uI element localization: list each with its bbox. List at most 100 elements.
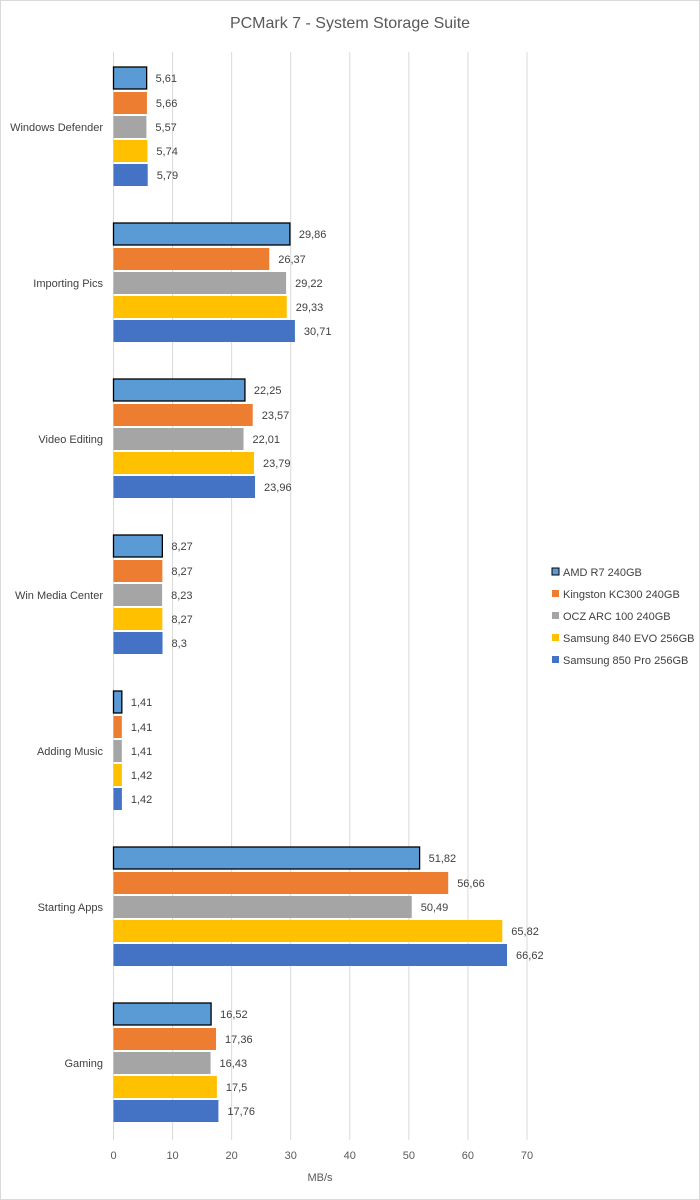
bar — [113, 116, 147, 138]
data-label: 22,01 — [253, 434, 281, 446]
bar — [113, 872, 449, 894]
bar — [113, 584, 163, 606]
bar — [113, 608, 163, 630]
data-label: 26,37 — [278, 254, 306, 266]
bar — [113, 248, 270, 270]
data-label: 16,43 — [220, 1058, 248, 1070]
x-tick-label: 40 — [344, 1150, 356, 1162]
bar — [113, 428, 244, 450]
data-label: 1,41 — [131, 722, 152, 734]
bar — [113, 764, 122, 786]
bar — [113, 632, 163, 654]
category-label: Importing Pics — [33, 278, 103, 290]
bar — [112, 1002, 212, 1026]
category-label: Adding Music — [37, 746, 104, 758]
bar — [113, 1076, 217, 1098]
category-label: Starting Apps — [38, 902, 104, 914]
data-label: 29,86 — [299, 229, 327, 241]
bar — [113, 560, 163, 582]
bar — [113, 404, 253, 426]
data-label: 5,57 — [155, 122, 176, 134]
data-label: 8,27 — [171, 566, 192, 578]
bar — [113, 944, 508, 966]
bar — [112, 378, 246, 402]
data-label: 1,41 — [131, 697, 152, 709]
bar — [113, 452, 255, 474]
x-tick-label: 10 — [166, 1150, 178, 1162]
data-label: 1,42 — [131, 794, 152, 806]
data-label: 5,74 — [156, 146, 177, 158]
legend: AMD R7 240GB Kingston KC300 240GB OCZ ARC … — [551, 567, 694, 667]
bar — [113, 920, 503, 942]
bar — [113, 896, 412, 918]
bar — [112, 222, 291, 246]
category-label: Windows Defender — [10, 122, 103, 134]
bar — [113, 716, 122, 738]
bar — [113, 1100, 219, 1122]
x-tick-label: 0 — [110, 1150, 116, 1162]
data-label: 29,33 — [296, 302, 324, 314]
data-label: 1,42 — [131, 770, 152, 782]
bar — [112, 690, 123, 714]
x-axis-label: MB/s — [307, 1172, 333, 1184]
legend-swatch — [551, 567, 560, 576]
data-label: 22,25 — [254, 385, 282, 397]
bar — [112, 534, 164, 558]
bar — [113, 140, 148, 162]
x-tick-label: 30 — [285, 1150, 297, 1162]
data-label: 30,71 — [304, 326, 332, 338]
x-tick-label: 50 — [403, 1150, 415, 1162]
bar — [113, 1028, 217, 1050]
data-label: 29,22 — [295, 278, 323, 290]
data-label: 8,27 — [171, 614, 192, 626]
bar — [113, 476, 256, 498]
bar — [113, 272, 287, 294]
data-label: 66,62 — [516, 950, 544, 962]
data-label: 23,96 — [264, 482, 292, 494]
data-label: 5,79 — [157, 170, 178, 182]
category-label: Gaming — [64, 1058, 103, 1070]
x-tick-label: 60 — [462, 1150, 474, 1162]
data-label: 23,57 — [262, 410, 290, 422]
legend-label: AMD R7 240GB — [563, 567, 642, 579]
data-label: 65,82 — [511, 926, 539, 938]
bar — [113, 164, 148, 186]
x-tick-label: 70 — [521, 1150, 533, 1162]
category-label: Video Editing — [38, 434, 103, 446]
data-label: 8,27 — [171, 541, 192, 553]
bars: 5,61 5,66 5,57 5,74 5,79 29,86 26,37 29,22 29,33… — [112, 66, 544, 1122]
legend-label: Kingston KC300 240GB — [563, 589, 680, 601]
legend-label: Samsung 850 Pro 256GB — [563, 655, 688, 667]
bar — [113, 92, 147, 114]
legend-label: Samsung 840 EVO 256GB — [563, 633, 694, 645]
data-label: 8,23 — [171, 590, 192, 602]
x-tick-label: 20 — [226, 1150, 238, 1162]
x-tick-labels: 0 10 20 30 40 50 60 70 — [110, 1150, 533, 1162]
legend-swatch — [552, 612, 559, 619]
bar — [112, 846, 421, 870]
data-label: 5,61 — [156, 73, 177, 85]
bar — [112, 66, 148, 90]
chart-title: PCMark 7 - System Storage Suite — [230, 15, 470, 32]
data-label: 17,5 — [226, 1082, 247, 1094]
data-label: 50,49 — [421, 902, 449, 914]
category-labels: Windows Defender Importing Pics Video Edit… — [10, 122, 103, 1070]
data-label: 51,82 — [429, 853, 457, 865]
bar — [113, 296, 287, 318]
data-label: 16,52 — [220, 1009, 248, 1021]
data-label: 8,3 — [172, 638, 187, 650]
legend-swatch — [552, 590, 559, 597]
data-label: 56,66 — [457, 878, 485, 890]
category-label: Win Media Center — [15, 590, 103, 602]
data-label: 5,66 — [156, 98, 177, 110]
bar — [113, 740, 122, 762]
data-label: 1,41 — [131, 746, 152, 758]
data-label: 23,79 — [263, 458, 291, 470]
legend-label: OCZ ARC 100 240GB — [563, 611, 671, 623]
data-label: 17,36 — [225, 1034, 253, 1046]
bar — [113, 1052, 211, 1074]
legend-swatch — [552, 634, 559, 641]
data-label: 17,76 — [227, 1106, 255, 1118]
bar — [113, 320, 295, 342]
